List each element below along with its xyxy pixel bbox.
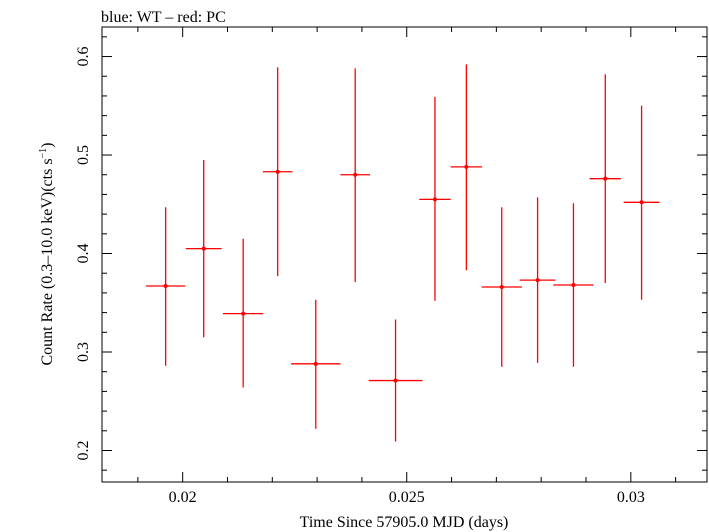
plot-frame — [101, 26, 708, 483]
x-tick-label: 0.03 — [617, 489, 645, 506]
data-point — [419, 96, 451, 301]
data-point — [450, 64, 483, 271]
chart-title: blue: WT – red: PC — [101, 9, 226, 26]
data-marker — [432, 197, 437, 202]
data-point — [368, 319, 423, 442]
data-marker — [353, 172, 358, 177]
x-tick-label: 0.02 — [169, 489, 197, 506]
data-point — [145, 207, 186, 366]
data-marker — [163, 284, 168, 289]
data-marker — [393, 378, 398, 383]
y-axis-label-sup: −1 — [38, 148, 49, 159]
data-marker — [571, 283, 576, 288]
data-marker — [201, 246, 206, 251]
data-point — [340, 68, 370, 283]
data-marker — [499, 285, 504, 289]
x-tick-label: 0.025 — [389, 489, 425, 506]
y-axis-label-close: ) — [39, 142, 56, 147]
data-point — [553, 203, 594, 367]
data-point — [223, 238, 264, 388]
axis-ticks — [102, 27, 707, 482]
data-point — [291, 299, 341, 429]
axis-tick-labels: 0.02 0.025 0.03 0.2 0.3 0.4 0.5 0.6 — [75, 47, 645, 506]
y-axis-label: Count Rate (0.3–10.0 keV)(cts s−1) — [38, 142, 56, 365]
data-point — [262, 67, 293, 277]
y-tick-label: 0.3 — [75, 342, 92, 362]
series-layer — [145, 64, 660, 442]
data-marker — [535, 278, 540, 283]
data-point — [481, 207, 522, 367]
data-point — [185, 159, 222, 338]
data-point — [589, 74, 621, 284]
data-marker — [603, 176, 608, 181]
data-marker — [464, 164, 469, 169]
data-point — [519, 197, 556, 363]
x-axis-label: Time Since 57905.0 MJD (days) — [300, 514, 509, 531]
y-tick-label: 0.4 — [75, 244, 92, 264]
y-axis-label-main: Count Rate (0.3–10.0 keV)(cts s — [39, 158, 56, 365]
y-tick-label: 0.5 — [75, 145, 92, 165]
y-tick-label: 0.6 — [75, 47, 92, 67]
data-point — [623, 105, 660, 300]
data-marker — [639, 200, 644, 205]
y-tick-label: 0.2 — [75, 440, 92, 460]
data-series — [145, 64, 660, 442]
data-marker — [275, 169, 280, 174]
data-marker — [313, 361, 318, 366]
data-marker — [241, 311, 246, 316]
